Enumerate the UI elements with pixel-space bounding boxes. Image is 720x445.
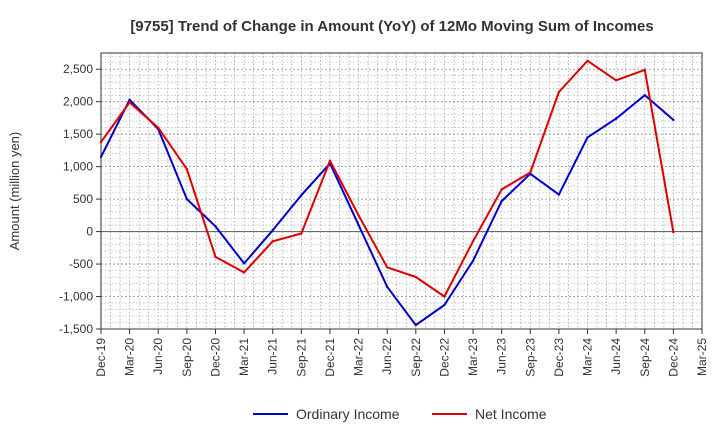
x-tick-label: Mar-21 (237, 338, 251, 376)
net-income-point (271, 240, 274, 243)
x-tick-label: Dec-21 (323, 338, 337, 377)
net-income-point (471, 240, 475, 243)
x-tick-label: Jun-23 (495, 338, 509, 375)
x-tick-label: Mar-22 (352, 338, 366, 376)
net-income-point (128, 101, 131, 104)
x-tick-label: Jun-20 (151, 338, 165, 375)
x-tick-label: Mar-20 (123, 338, 137, 376)
ordinary-income-point (99, 155, 103, 159)
plot-area (101, 53, 702, 329)
net-income-point (214, 255, 217, 259)
y-tick-label: -1,500 (59, 322, 93, 336)
net-income-point (242, 271, 246, 274)
net-income-point (185, 168, 189, 171)
legend-label-ordinary-income: Ordinary Income (296, 406, 400, 422)
ordinary-income-point (242, 262, 246, 265)
x-tick-label: Dec-19 (94, 338, 108, 377)
x-tick-label: Mar-23 (466, 338, 480, 376)
x-tick-label: Jun-21 (266, 338, 280, 375)
net-income-point (328, 159, 332, 163)
x-tick-label: Dec-22 (437, 338, 451, 377)
ordinary-income-point (357, 223, 360, 227)
y-tick-label: -1,000 (59, 290, 93, 304)
net-income-point (99, 140, 103, 144)
x-tick-label: Dec-23 (552, 338, 566, 377)
y-tick-label: 1,500 (63, 127, 93, 141)
net-income-point (557, 90, 561, 94)
y-tick-label: 2,000 (63, 95, 93, 109)
net-income-point (500, 188, 503, 191)
ordinary-income-point (471, 259, 475, 263)
x-tick-label: Sep-24 (638, 338, 652, 377)
ordinary-income-point (672, 118, 675, 122)
net-income-point (157, 126, 160, 129)
plot-frame (100, 52, 703, 330)
legend: Ordinary Income Net Income (253, 406, 547, 422)
ordinary-income-point (300, 194, 303, 197)
y-tick-label: 500 (73, 192, 93, 206)
x-tick-label: Sep-20 (180, 338, 194, 377)
legend-label-net-income: Net Income (475, 406, 547, 422)
net-income-point (414, 275, 418, 279)
ordinary-income-point (128, 98, 131, 101)
net-income-point (614, 79, 618, 82)
net-income-point (586, 59, 589, 62)
ordinary-income-point (385, 285, 389, 288)
x-tick-label: Dec-20 (208, 338, 222, 377)
y-axis-label: Amount (million yen) (7, 132, 22, 251)
net-income-point (529, 171, 532, 174)
axis-layer: -1,500 -1,000 -500 0 500 1,000 1,500 2,000 2,500… (59, 52, 709, 377)
ordinary-income-point (500, 199, 503, 203)
net-income-point (443, 295, 446, 298)
ordinary-income-point (185, 197, 189, 201)
net-income-point (672, 231, 675, 234)
y-tick-label: 0 (86, 225, 93, 239)
ordinary-income-point (214, 225, 217, 228)
ordinary-income-point (271, 229, 274, 232)
net-income-point (300, 232, 303, 235)
series-layer (99, 59, 675, 327)
net-income-point (357, 214, 360, 217)
x-tick-label: Jun-24 (609, 338, 623, 375)
x-tick-label: Mar-25 (695, 338, 709, 376)
x-tick-label: Jun-22 (380, 338, 394, 375)
ordinary-income-point (557, 193, 561, 196)
x-tick-label: Sep-21 (294, 338, 308, 377)
ordinary-income-point (443, 303, 446, 307)
ordinary-income-point (414, 323, 418, 327)
ordinary-income-point (586, 136, 589, 139)
x-tick-label: Sep-22 (409, 338, 423, 377)
ordinary-income-point (643, 94, 646, 97)
x-tick-label: Dec-24 (666, 338, 680, 377)
grid-layer (101, 53, 702, 330)
chart-title: [9755] Trend of Change in Amount (YoY) o… (130, 18, 653, 35)
x-tick-label: Sep-23 (523, 338, 537, 377)
net-income-point (643, 68, 646, 72)
x-tick-label: Mar-24 (581, 338, 595, 376)
y-tick-label: 1,000 (63, 160, 93, 174)
y-tick-label: 2,500 (63, 62, 93, 76)
net-income-point (385, 266, 389, 269)
ordinary-income-point (614, 117, 618, 120)
y-tick-label: -500 (69, 257, 93, 271)
